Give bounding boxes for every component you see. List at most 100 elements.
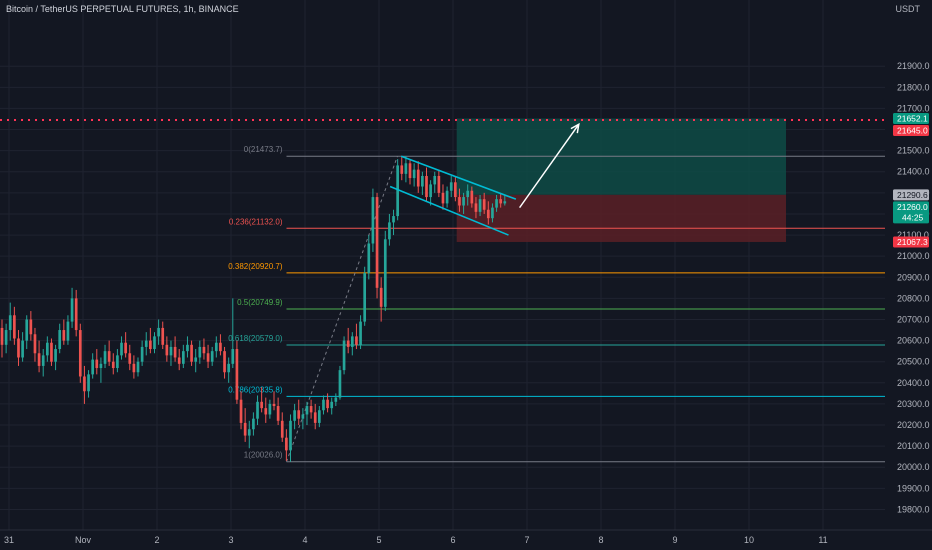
candle <box>416 161 420 193</box>
candle <box>322 395 325 415</box>
candle <box>371 188 375 252</box>
candle-body <box>462 197 465 206</box>
candle-body <box>128 353 132 364</box>
candle <box>388 213 391 246</box>
loss-zone <box>456 194 786 242</box>
candles-layer <box>0 156 507 462</box>
candle-body <box>260 401 263 409</box>
candle <box>243 408 247 442</box>
candle-body <box>231 349 235 364</box>
candle-body <box>268 403 272 415</box>
candle-body <box>149 340 152 350</box>
candle-body <box>495 199 498 208</box>
candle <box>404 156 408 183</box>
candle <box>144 332 148 356</box>
candle <box>128 344 132 371</box>
x-tick-label: 3 <box>228 535 233 545</box>
candle <box>355 323 358 350</box>
candle-body <box>202 346 206 354</box>
arrow-head <box>570 122 580 134</box>
candle-body <box>58 330 62 350</box>
y-tick-label: 19800.0 <box>897 504 930 514</box>
candle-body <box>404 163 408 174</box>
candle <box>462 192 465 214</box>
candle <box>58 323 62 354</box>
candle <box>227 357 231 383</box>
candle <box>29 311 33 341</box>
candle-body <box>396 165 399 217</box>
candle-body <box>181 351 185 364</box>
candle-body <box>247 429 251 436</box>
candle <box>301 408 305 430</box>
candle <box>363 266 367 326</box>
flag-channel[interactable] <box>389 155 517 236</box>
candle-body <box>470 190 474 204</box>
candle <box>4 323 8 354</box>
candle-body <box>29 319 33 335</box>
candle-body <box>276 406 280 421</box>
candle <box>272 391 276 411</box>
candle-body <box>186 344 189 352</box>
channel-upper-line <box>400 155 517 200</box>
candle <box>313 403 317 430</box>
fib-level-label: 0.618(20579.0) <box>228 334 283 343</box>
candle <box>346 327 350 354</box>
candle <box>330 397 334 415</box>
candle-body <box>297 410 301 419</box>
candle <box>400 156 404 181</box>
candle-body <box>355 336 358 345</box>
candle-body <box>8 315 12 331</box>
long-position-tool[interactable] <box>456 118 786 242</box>
y-tick-label: 19900.0 <box>897 483 930 493</box>
candle-body <box>326 399 329 409</box>
candle <box>70 287 74 328</box>
candle-body <box>219 342 222 352</box>
candle <box>449 175 453 198</box>
projection-arrow[interactable] <box>518 122 580 209</box>
candle-body <box>50 342 53 362</box>
fib-level-label: 0.236(21132.0) <box>229 217 283 226</box>
candle <box>83 365 86 404</box>
candle-body <box>243 422 247 436</box>
y-tick-label: 21900.0 <box>897 61 930 71</box>
candle-body <box>103 351 107 364</box>
candle-body <box>132 363 136 373</box>
fib-level-label: 0.786(20335.8) <box>228 385 283 394</box>
candle-body <box>66 321 70 341</box>
candle-body <box>169 346 173 356</box>
candle-body <box>83 376 86 392</box>
y-tick-label: 21400.0 <box>897 167 930 177</box>
candle-body <box>346 340 350 347</box>
candle-body <box>235 349 239 400</box>
candle-body <box>503 201 507 204</box>
y-tick-label: 21800.0 <box>897 82 930 92</box>
candle <box>140 340 144 366</box>
candle <box>231 298 235 369</box>
candle <box>289 414 292 462</box>
candle-body <box>379 287 383 307</box>
x-tick-label: 8 <box>598 535 603 545</box>
candle <box>474 197 478 219</box>
candle <box>153 332 156 354</box>
candle <box>13 306 16 345</box>
candle-body <box>301 414 305 419</box>
candle-body <box>252 418 255 430</box>
x-tick-label: 31 <box>4 535 14 545</box>
candle-body <box>359 321 362 345</box>
candle <box>433 171 437 193</box>
candle-body <box>383 239 387 307</box>
candle <box>359 315 362 350</box>
y-tick-label: 20200.0 <box>897 420 930 430</box>
candle-body <box>116 355 119 369</box>
candle <box>202 338 206 360</box>
candle <box>214 336 218 358</box>
candle <box>181 344 185 369</box>
candle <box>157 319 160 345</box>
candle <box>50 338 53 366</box>
candle <box>486 201 490 225</box>
candle <box>260 387 263 413</box>
candle-body <box>45 342 49 356</box>
